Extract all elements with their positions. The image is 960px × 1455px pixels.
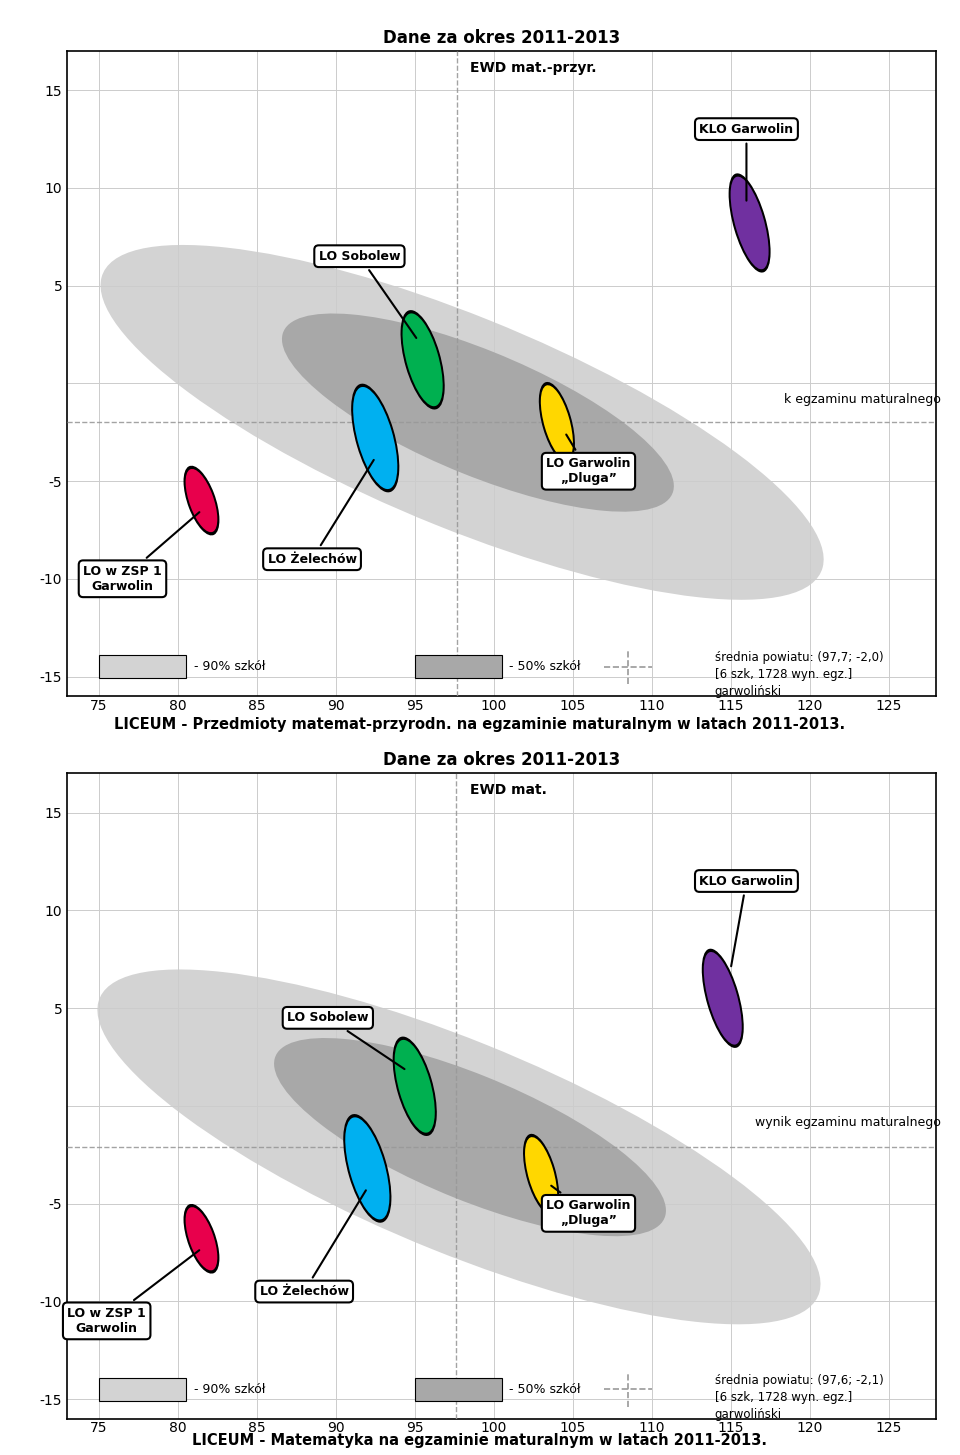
Ellipse shape [97, 969, 821, 1324]
Text: - 50% szkół: - 50% szkół [510, 1382, 581, 1395]
Ellipse shape [183, 1203, 220, 1273]
Ellipse shape [523, 1133, 559, 1215]
Text: EWD mat.-przyr.: EWD mat.-przyr. [470, 61, 596, 74]
Ellipse shape [540, 386, 573, 460]
Text: LO Garwolin
„Dluga”: LO Garwolin „Dluga” [546, 1186, 631, 1228]
Text: LO Sobolew: LO Sobolew [319, 250, 417, 338]
Ellipse shape [525, 1138, 557, 1212]
Ellipse shape [731, 176, 769, 269]
Text: LICEUM - Przedmioty matemat-przyrodn. na egzaminie maturalnym w latach 2011-2013: LICEUM - Przedmioty matemat-przyrodn. na… [114, 717, 846, 732]
Title: Dane za okres 2011-2013: Dane za okres 2011-2013 [383, 751, 620, 770]
Text: LO w ZSP 1
Garwolin: LO w ZSP 1 Garwolin [84, 512, 200, 592]
Text: średnia powiatu: (97,6; -2,1)
[6 szk, 1728 wyn. egz.]
garwoliński: średnia powiatu: (97,6; -2,1) [6 szk, 17… [715, 1374, 883, 1420]
Ellipse shape [400, 310, 444, 409]
Text: LO Garwolin
„Dluga”: LO Garwolin „Dluga” [546, 435, 631, 486]
Ellipse shape [702, 949, 744, 1048]
Bar [99, 655, 185, 678]
Text: - 50% szkół: - 50% szkół [510, 661, 581, 674]
Text: średnia powiatu: (97,7; -2,0)
[6 szk, 1728 wyn. egz.]
garwoliński: średnia powiatu: (97,7; -2,0) [6 szk, 17… [715, 650, 883, 698]
Text: LO w ZSP 1
Garwolin: LO w ZSP 1 Garwolin [67, 1250, 200, 1334]
Ellipse shape [729, 173, 771, 272]
Ellipse shape [274, 1037, 666, 1237]
Ellipse shape [402, 313, 443, 406]
Ellipse shape [351, 384, 399, 492]
Ellipse shape [353, 387, 397, 489]
Text: k egzaminu maturalnego: k egzaminu maturalnego [784, 393, 941, 406]
Ellipse shape [393, 1036, 437, 1136]
Text: wynik egzaminu maturalnego: wynik egzaminu maturalnego [755, 1116, 941, 1129]
Ellipse shape [346, 1117, 390, 1219]
Text: EWD mat.: EWD mat. [470, 783, 547, 797]
Text: LO Żelechów: LO Żelechów [268, 460, 373, 566]
Text: - 90% szkół: - 90% szkół [194, 661, 265, 674]
Ellipse shape [395, 1040, 435, 1132]
Text: LO Sobolew: LO Sobolew [287, 1011, 404, 1069]
Ellipse shape [282, 313, 674, 512]
Title: Dane za okres 2011-2013: Dane za okres 2011-2013 [383, 29, 620, 47]
Bar [415, 655, 501, 678]
Text: LICEUM - Matematyka na egzaminie maturalnym w latach 2011-2013.: LICEUM - Matematyka na egzaminie matural… [193, 1433, 767, 1448]
Ellipse shape [101, 244, 824, 599]
Ellipse shape [185, 1208, 217, 1270]
Ellipse shape [704, 952, 742, 1045]
Text: KLO Garwolin: KLO Garwolin [700, 122, 794, 201]
Bar [415, 1378, 501, 1401]
Text: - 90% szkół: - 90% szkół [194, 1382, 265, 1395]
Ellipse shape [185, 469, 217, 533]
Text: KLO Garwolin: KLO Garwolin [700, 874, 794, 966]
Bar [99, 1378, 185, 1401]
Text: LO Żelechów: LO Żelechów [259, 1190, 366, 1298]
Ellipse shape [344, 1115, 392, 1222]
Ellipse shape [183, 466, 220, 535]
Ellipse shape [539, 383, 575, 463]
